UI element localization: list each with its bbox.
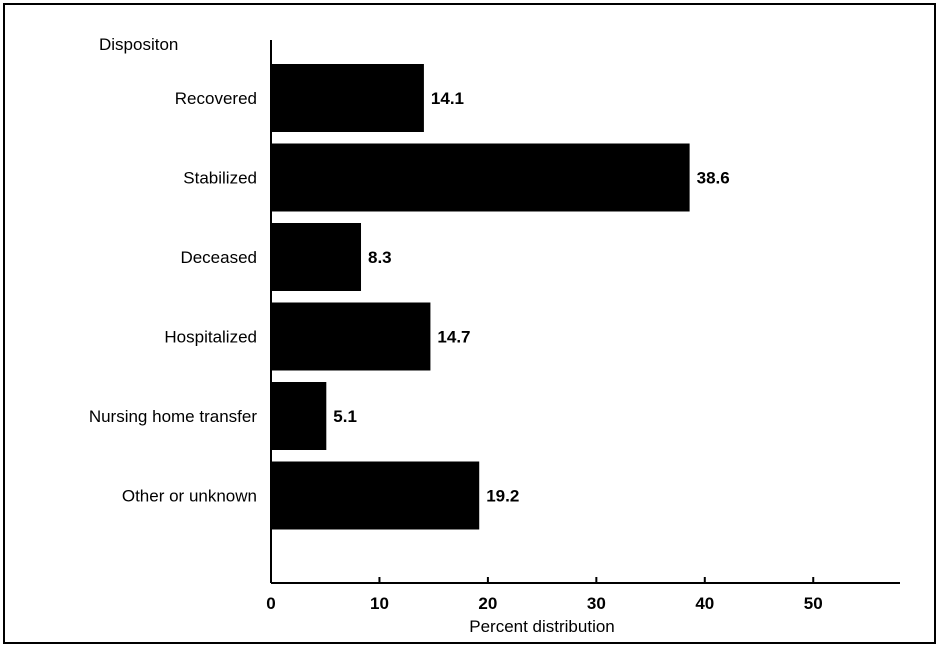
bar-2 (271, 223, 362, 291)
x-ticks-group: 0 10 20 30 40 50 (266, 577, 823, 613)
x-tick-label-4: 40 (695, 594, 714, 613)
value-label-3: 14.7 (437, 328, 470, 347)
bar-5 (271, 461, 480, 530)
x-tick-label-5: 50 (804, 594, 823, 613)
value-labels-group: 14.1 38.6 8.3 14.7 5.1 19.2 (333, 89, 729, 506)
x-tick-label-0: 0 (266, 594, 275, 613)
bar-0 (271, 64, 424, 132)
bar-3 (271, 302, 431, 371)
chart-frame: Dispositon Recovered Stabilized Deceased Ho… (3, 3, 936, 644)
value-label-5: 19.2 (486, 487, 519, 506)
x-tick-label-1: 10 (370, 594, 389, 613)
category-label-3: Hospitalized (164, 328, 257, 347)
x-tick-label-2: 20 (478, 594, 497, 613)
x-tick-label-3: 30 (587, 594, 606, 613)
category-labels-group: Recovered Stabilized Deceased Hospitalized N… (89, 89, 258, 506)
category-label-1: Stabilized (183, 169, 257, 188)
value-label-1: 38.6 (697, 169, 730, 188)
bar-4 (271, 382, 327, 450)
category-header: Dispositon (99, 35, 178, 54)
bar-1 (271, 143, 690, 212)
value-label-0: 14.1 (431, 89, 464, 108)
bar-chart: Dispositon Recovered Stabilized Deceased Ho… (89, 35, 900, 636)
bars-group (271, 64, 690, 530)
category-label-0: Recovered (175, 89, 257, 108)
x-axis-title: Percent distribution (469, 617, 615, 636)
category-label-4: Nursing home transfer (89, 407, 258, 426)
value-label-4: 5.1 (333, 407, 357, 426)
value-label-2: 8.3 (368, 248, 392, 267)
category-label-5: Other or unknown (122, 487, 257, 506)
category-label-2: Deceased (180, 248, 257, 267)
